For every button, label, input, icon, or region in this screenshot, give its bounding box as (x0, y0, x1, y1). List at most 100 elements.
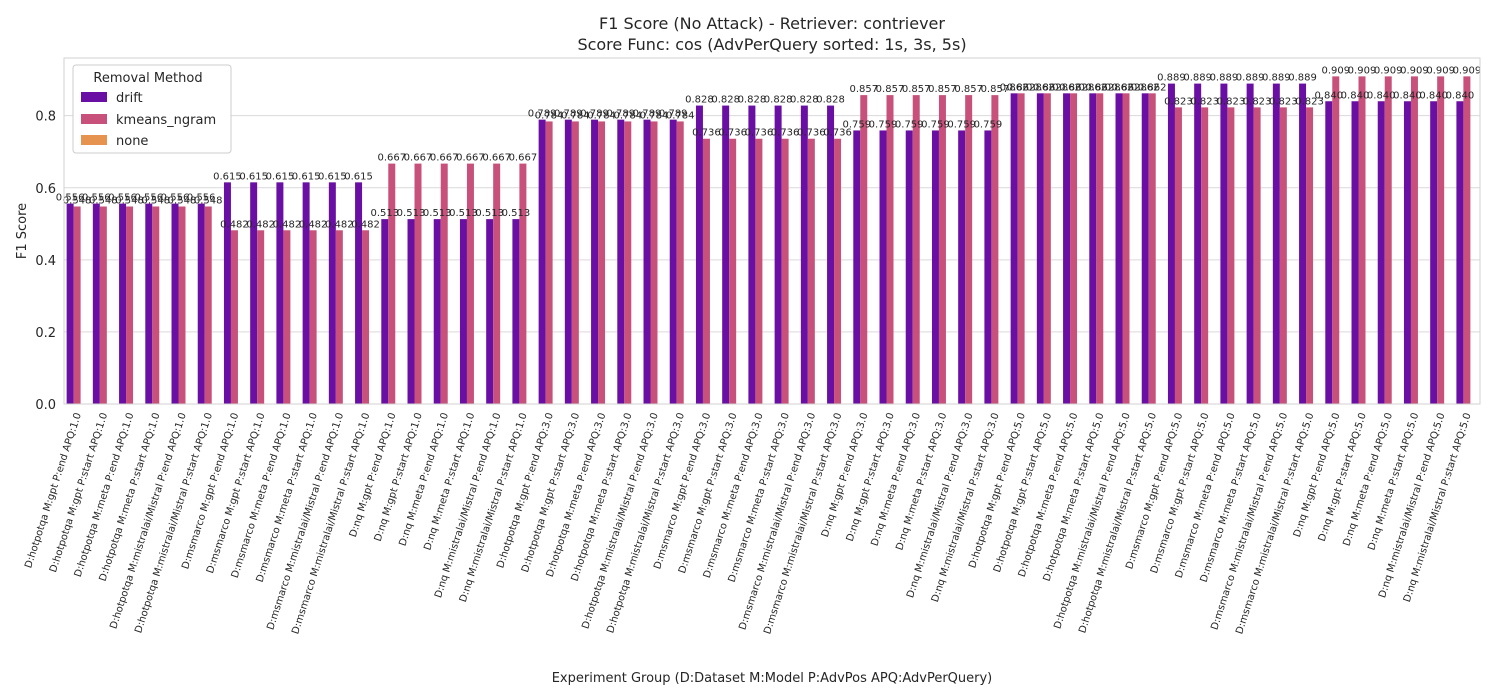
bar-drift (171, 203, 179, 404)
bar-drift (1115, 93, 1123, 404)
value-label-drift: 0.789 (554, 109, 583, 120)
bar-kmeans_ngram (519, 163, 527, 404)
bar-drift (1403, 101, 1411, 404)
value-label-drift: 0.828 (790, 95, 819, 106)
value-label-drift: 0.840 (1446, 90, 1475, 101)
bar-kmeans_ngram (230, 230, 238, 404)
value-label-kmeans_ngram: 0.857 (928, 84, 957, 95)
bar-drift (223, 182, 231, 404)
value-label-drift: 0.862 (1026, 82, 1055, 93)
legend-item-none: none (81, 134, 148, 149)
bar-kmeans_ngram (886, 95, 894, 404)
bar-kmeans_ngram (335, 230, 343, 404)
value-label-drift: 0.759 (947, 119, 976, 130)
value-label-drift: 0.615 (344, 171, 373, 182)
bar-drift (1246, 83, 1254, 404)
bar-kmeans_ngram (571, 121, 579, 404)
bar-kmeans_ngram (1096, 93, 1104, 404)
value-label-kmeans_ngram: 0.862 (1007, 82, 1036, 93)
y-axis-ticks: 0.0 0.2 0.4 0.6 0.8 (35, 110, 56, 413)
value-label-kmeans_ngram: 0.784 (613, 110, 642, 121)
bar-kmeans_ngram (440, 163, 448, 404)
bar-drift (538, 119, 546, 404)
value-label-drift: 0.889 (1210, 73, 1239, 84)
bar-kmeans_ngram (1279, 107, 1287, 405)
bar-drift (643, 119, 651, 404)
value-label-drift: 0.840 (1314, 90, 1343, 101)
value-label-drift: 0.759 (869, 119, 898, 130)
bar-kmeans_ngram (807, 138, 815, 404)
bar-kmeans_ngram (1017, 93, 1025, 404)
value-label-drift: 0.789 (528, 109, 557, 120)
value-label-kmeans_ngram: 0.823 (1164, 96, 1193, 107)
value-label-drift: 0.556 (108, 193, 137, 204)
bar-kmeans_ngram (1174, 107, 1182, 405)
bar-kmeans_ngram (1384, 76, 1392, 404)
x-axis-ticks: D:hotpotqa M:gpt P:end APQ:1.0D:hotpotqa… (23, 412, 1474, 636)
value-label-drift: 0.556 (161, 193, 190, 204)
bar-kmeans_ngram (912, 95, 920, 404)
value-label-drift: 0.513 (475, 208, 504, 219)
bar-kmeans_ngram (99, 206, 107, 404)
value-label-drift: 0.828 (711, 95, 740, 106)
value-label-kmeans_ngram: 0.862 (1138, 82, 1167, 93)
value-label-drift: 0.556 (56, 193, 85, 204)
bar-kmeans_ngram (1463, 76, 1471, 404)
value-label-kmeans_ngram: 0.857 (849, 84, 878, 95)
value-label-kmeans_ngram: 0.823 (1190, 96, 1219, 107)
value-label-kmeans_ngram: 0.862 (1033, 82, 1062, 93)
value-label-drift: 0.862 (1052, 82, 1081, 93)
bar-drift (66, 203, 74, 404)
value-label-drift: 0.615 (239, 171, 268, 182)
bar-kmeans_ngram (1122, 93, 1130, 404)
bar-drift (617, 119, 625, 404)
legend-label-none: none (116, 134, 148, 149)
value-label-drift: 0.789 (659, 109, 688, 120)
value-label-drift: 0.840 (1393, 90, 1422, 101)
value-label-drift: 0.615 (213, 171, 242, 182)
bar-kmeans_ngram (204, 206, 212, 404)
value-label-drift: 0.556 (134, 193, 163, 204)
value-label-kmeans_ngram: 0.823 (1269, 96, 1298, 107)
value-label-drift: 0.556 (82, 193, 111, 204)
bar-drift (486, 219, 494, 404)
value-label-drift: 0.889 (1288, 73, 1317, 84)
value-label-kmeans_ngram: 0.482 (299, 219, 328, 230)
bar-kmeans_ngram (126, 206, 134, 404)
value-label-kmeans_ngram: 0.482 (220, 219, 249, 230)
value-label-kmeans_ngram: 0.482 (246, 219, 275, 230)
value-label-drift: 0.513 (370, 208, 399, 219)
value-label-kmeans_ngram: 0.736 (823, 128, 852, 139)
bar-drift (879, 130, 887, 404)
chart-subtitle: Score Func: cos (AdvPerQuery sorted: 1s,… (577, 35, 966, 54)
value-label-drift: 0.862 (1131, 82, 1160, 93)
chart-title: F1 Score (No Attack) - Retriever: contri… (599, 14, 945, 33)
value-label-kmeans_ngram: 0.482 (351, 219, 380, 230)
bar-drift (328, 182, 336, 404)
value-label-kmeans_ngram: 0.823 (1295, 96, 1324, 107)
bar-drift (1430, 101, 1438, 404)
x-tick-label: D:nq M:meta P:end APQ:5.0 (1342, 412, 1396, 548)
legend-label-drift: drift (116, 91, 143, 106)
bar-drift (459, 219, 467, 404)
value-label-drift: 0.840 (1341, 90, 1370, 101)
value-label-drift: 0.889 (1157, 73, 1186, 84)
value-label-kmeans_ngram: 0.862 (1112, 82, 1141, 93)
value-label-drift: 0.615 (292, 171, 321, 182)
bar-drift (92, 203, 100, 404)
bar-kmeans_ngram (624, 121, 632, 404)
value-label-drift: 0.828 (685, 95, 714, 106)
bar-drift (931, 130, 939, 404)
legend-title: Removal Method (93, 71, 202, 86)
value-label-kmeans_ngram: 0.548 (89, 195, 118, 206)
value-label-kmeans_ngram: 0.548 (115, 195, 144, 206)
bar-kmeans_ngram (1306, 107, 1314, 405)
bar-drift (355, 182, 363, 404)
bar-drift (1325, 101, 1333, 404)
bar-kmeans_ngram (73, 206, 81, 404)
bar-kmeans_ngram (598, 121, 606, 404)
value-label-drift: 0.556 (187, 193, 216, 204)
value-label-drift: 0.889 (1262, 73, 1291, 84)
bar-drift (853, 130, 861, 404)
bar-drift (1456, 101, 1464, 404)
